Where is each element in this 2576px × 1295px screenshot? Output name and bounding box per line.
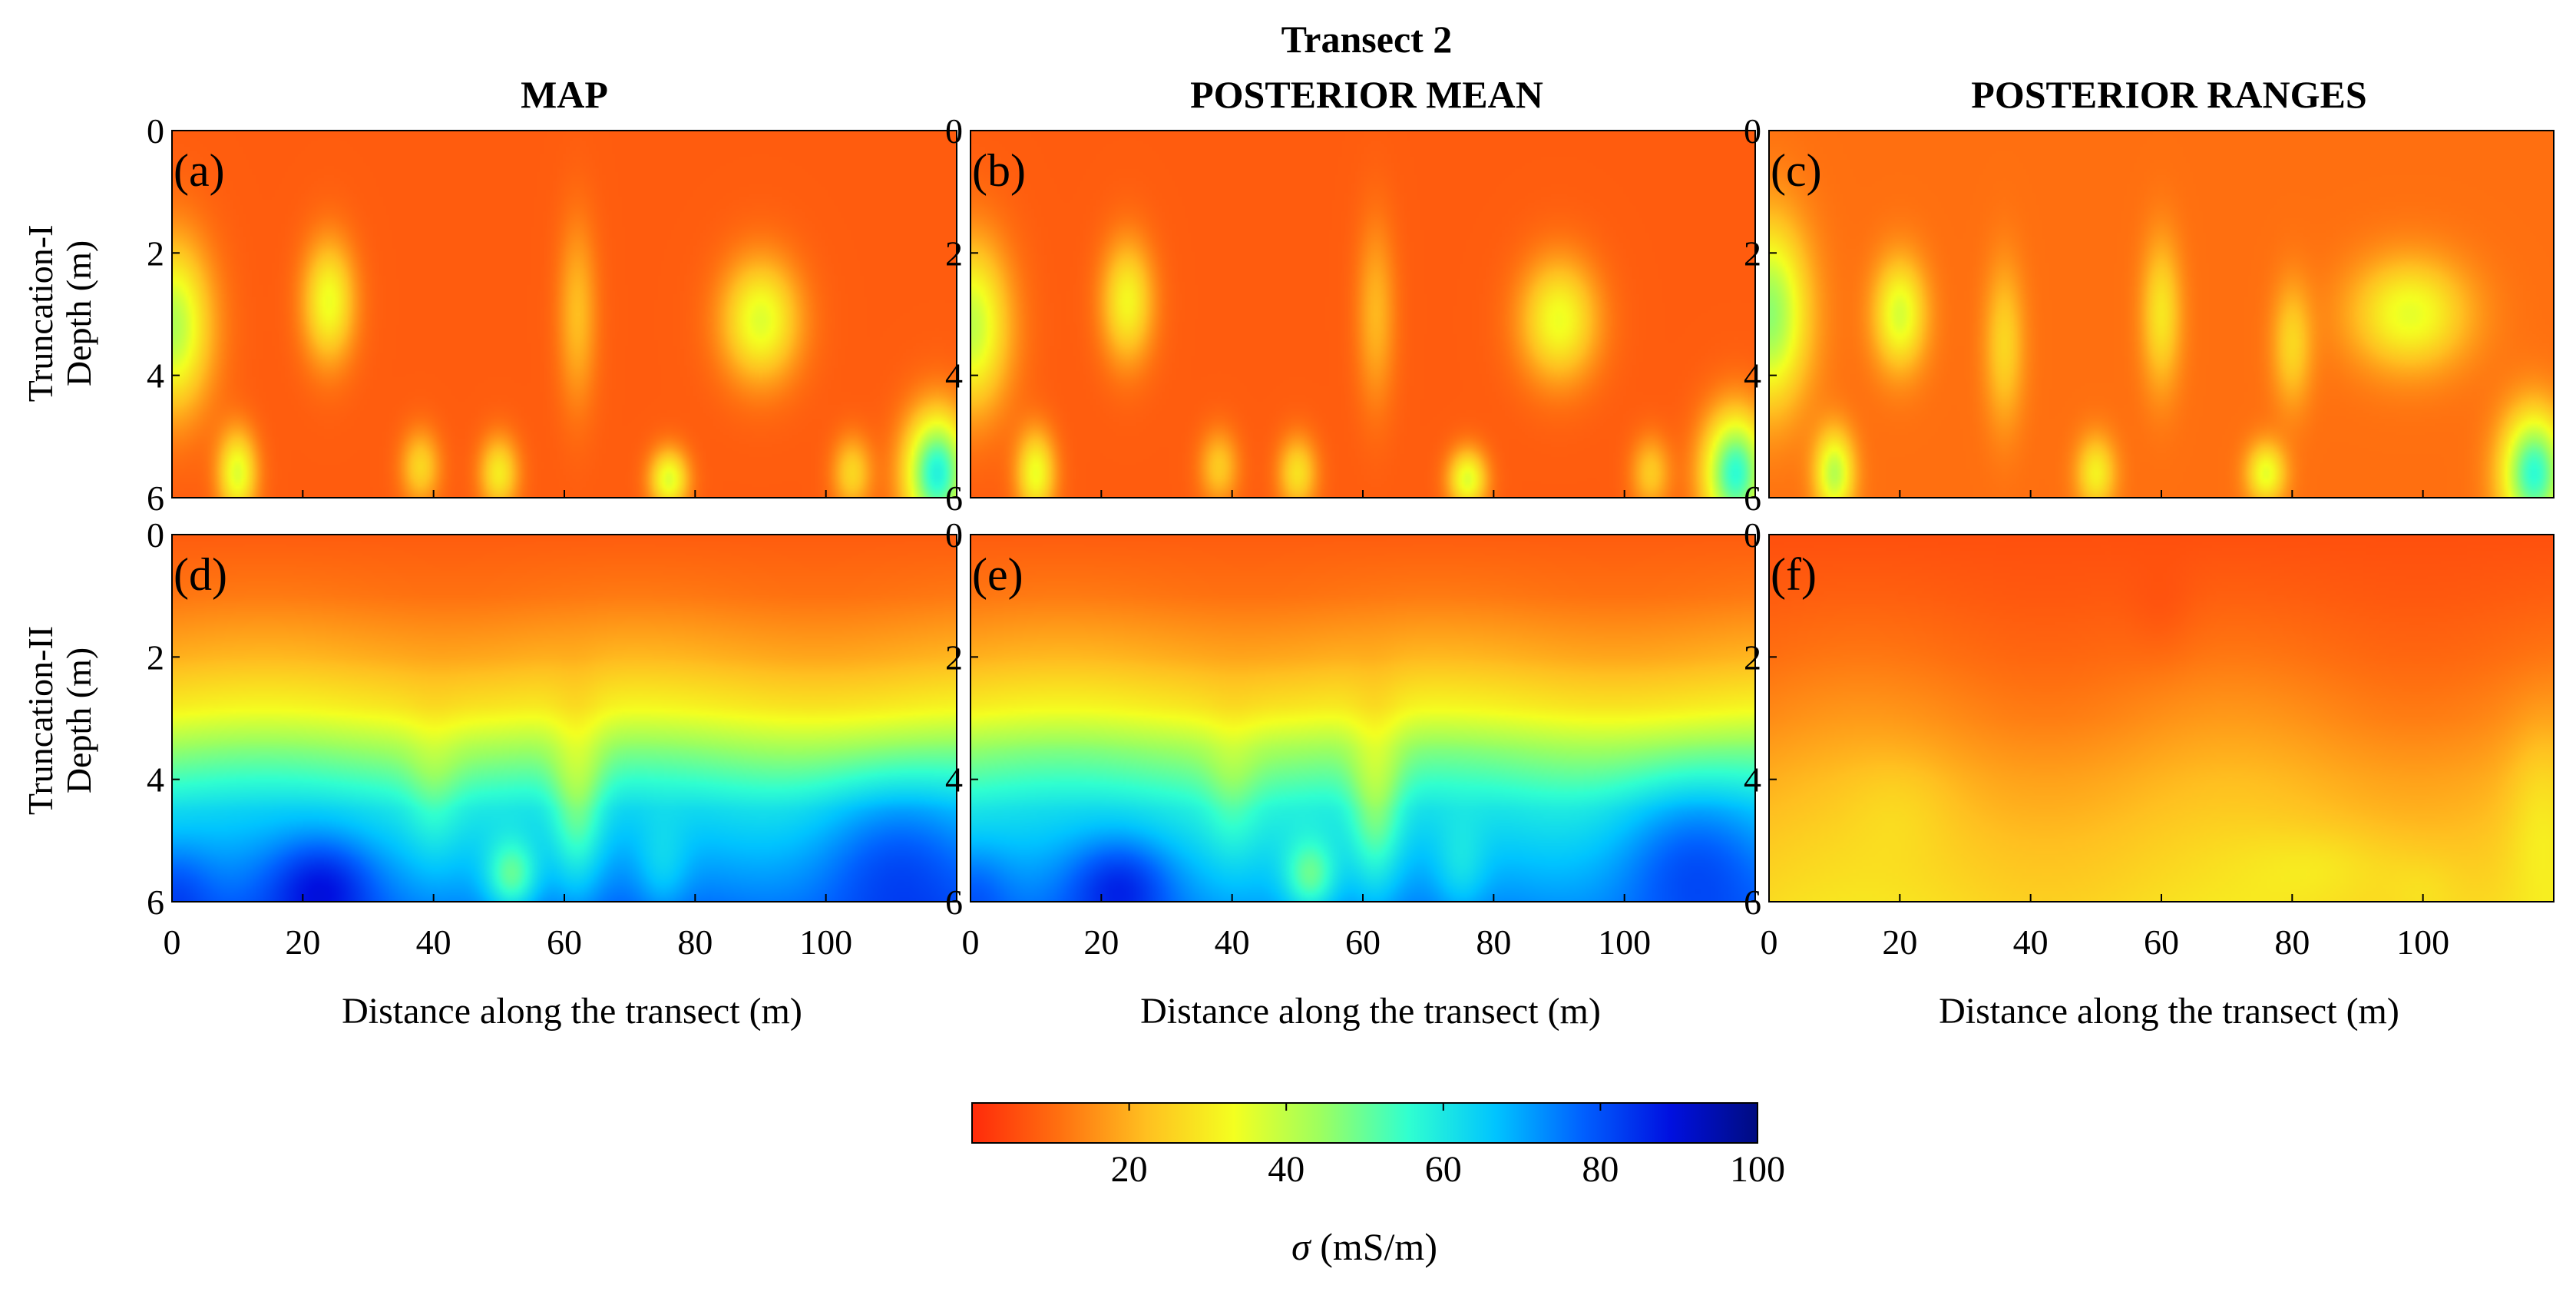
panel-letter-e: (e) xyxy=(972,549,1023,600)
y-tick-label: 2 xyxy=(1744,638,1761,677)
panel-letter-f: (f) xyxy=(1771,549,1817,600)
x-tick-label: 60 xyxy=(1345,922,1381,962)
y-tick-label: 6 xyxy=(147,479,164,518)
x-tick-label: 60 xyxy=(2144,922,2179,962)
x-tick-label: 100 xyxy=(2396,922,2449,962)
y-tick-label: 4 xyxy=(1744,356,1761,396)
x-tick-label: 80 xyxy=(1476,922,1511,962)
y-tick-label: 0 xyxy=(147,515,164,555)
y-tick-label: 0 xyxy=(1744,515,1761,555)
column-title-posterior-mean: POSTERIOR MEAN xyxy=(1190,73,1543,116)
x-tick-label: 60 xyxy=(547,922,582,962)
x-tick-label: 0 xyxy=(962,922,980,962)
y-tick-label: 6 xyxy=(1744,479,1761,518)
x-tick-label: 20 xyxy=(285,922,320,962)
colorbar-tick-label: 20 xyxy=(1111,1149,1148,1190)
panel-letter-d: (d) xyxy=(174,549,227,600)
colorbar-tick-label: 100 xyxy=(1730,1149,1785,1190)
x-tick-label: 100 xyxy=(799,922,852,962)
heatmap-a xyxy=(172,131,957,498)
y-tick-label: 6 xyxy=(945,883,963,922)
panel-letter-a: (a) xyxy=(174,145,225,196)
y-tick-label: 0 xyxy=(945,515,963,555)
heatmap-d xyxy=(172,535,957,902)
y-tick-label: 6 xyxy=(945,479,963,518)
colorbar-tick-label: 80 xyxy=(1582,1149,1619,1190)
y-tick-label: 4 xyxy=(945,356,963,396)
xlabel-col-1: Distance along the transect (m) xyxy=(342,991,802,1032)
heatmap-b xyxy=(971,131,1755,498)
x-tick-label: 0 xyxy=(1761,922,1778,962)
y-tick-label: 2 xyxy=(945,233,963,273)
heatmap-e xyxy=(971,535,1755,902)
y-tick-label: 4 xyxy=(147,760,164,800)
x-tick-label: 80 xyxy=(677,922,713,962)
row-label-truncation-i: Truncation-I xyxy=(21,225,60,402)
ylabel-row-1: Depth (m) xyxy=(59,240,98,386)
panel-letter-b: (b) xyxy=(972,145,1026,196)
x-tick-label: 40 xyxy=(416,922,451,962)
y-tick-label: 2 xyxy=(147,638,164,677)
colorbar xyxy=(971,1102,1758,1144)
column-title-map: MAP xyxy=(521,73,608,116)
colorbar-label: σ (mS/m) xyxy=(1291,1225,1437,1268)
heatmap-f xyxy=(1769,535,2554,902)
x-tick-label: 100 xyxy=(1598,922,1651,962)
y-tick-label: 2 xyxy=(147,233,164,273)
y-tick-label: 4 xyxy=(1744,760,1761,800)
xlabel-col-2: Distance along the transect (m) xyxy=(1140,991,1601,1032)
row-label-truncation-ii: Truncation-II xyxy=(21,626,60,815)
x-tick-label: 0 xyxy=(164,922,181,962)
x-tick-label: 80 xyxy=(2274,922,2310,962)
y-tick-label: 2 xyxy=(945,638,963,677)
colorbar-tick-label: 40 xyxy=(1268,1149,1305,1190)
y-tick-label: 2 xyxy=(1744,233,1761,273)
y-tick-label: 4 xyxy=(147,356,164,396)
x-tick-label: 40 xyxy=(1215,922,1250,962)
heatmap-c xyxy=(1769,131,2554,498)
y-tick-label: 0 xyxy=(1744,111,1761,151)
column-title-posterior-ranges: POSTERIOR RANGES xyxy=(1971,73,2366,116)
y-tick-label: 6 xyxy=(147,883,164,922)
x-tick-label: 40 xyxy=(2013,922,2049,962)
colorbar-tick-label: 60 xyxy=(1425,1149,1462,1190)
y-tick-label: 6 xyxy=(1744,883,1761,922)
colorbar-label-symbol: σ xyxy=(1291,1225,1312,1268)
ylabel-row-2: Depth (m) xyxy=(59,648,98,793)
xlabel-col-3: Distance along the transect (m) xyxy=(1939,991,2399,1032)
y-tick-label: 0 xyxy=(147,111,164,151)
colorbar-label-unit: (mS/m) xyxy=(1311,1225,1437,1268)
y-tick-label: 0 xyxy=(945,111,963,151)
y-tick-label: 4 xyxy=(945,760,963,800)
panel-letter-c: (c) xyxy=(1771,145,1822,196)
x-tick-label: 20 xyxy=(1882,922,1917,962)
figure-title: Transect 2 xyxy=(1281,18,1453,61)
x-tick-label: 20 xyxy=(1083,922,1119,962)
